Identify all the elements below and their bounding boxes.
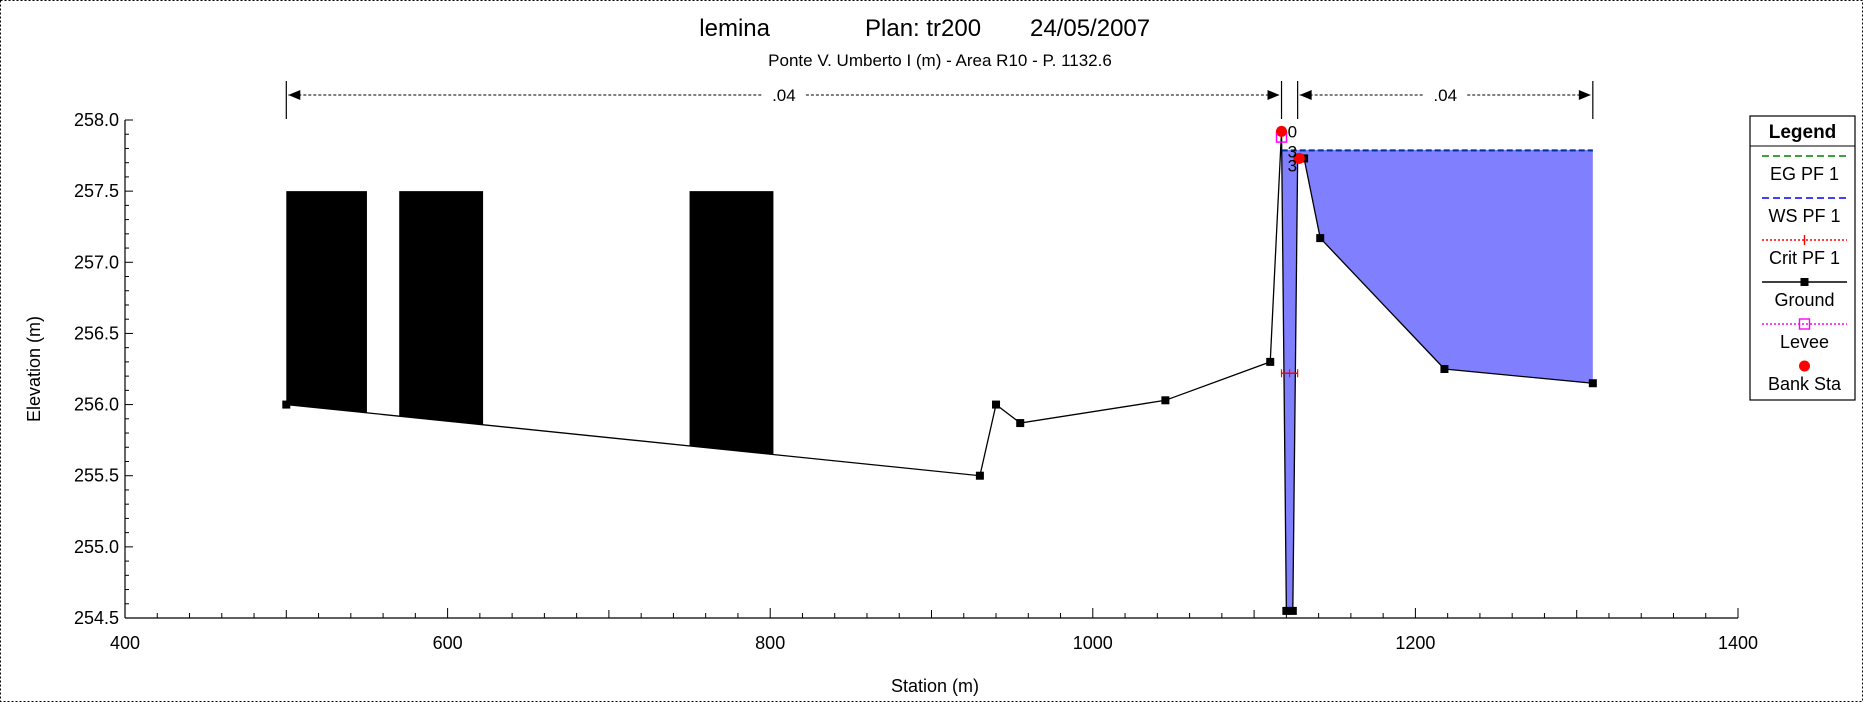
ground-point [282, 400, 291, 409]
water-fill-overbank [1297, 149, 1593, 384]
chart-title-name: lemina [699, 15, 770, 42]
legend-dot [1799, 360, 1810, 372]
n-arrow-left [288, 90, 301, 100]
n-value-label: .04 [1433, 86, 1457, 105]
legend-title: Legend [1769, 122, 1837, 143]
x-tick-label: 1000 [1073, 633, 1113, 653]
n-arrow-right [1267, 90, 1280, 100]
point-label: 3 [1288, 142, 1297, 161]
point-label: 0 [1288, 122, 1297, 141]
y-tick-label: 257.0 [74, 252, 119, 272]
legend-label-3: Crit PF 1 [1769, 248, 1840, 268]
chart-title-date: 24/05/2007 [1030, 15, 1150, 42]
legend-label-2: WS PF 1 [1768, 206, 1840, 226]
x-tick-label: 1400 [1718, 633, 1758, 653]
ground-point [1266, 357, 1275, 366]
ground-point [1316, 234, 1325, 243]
y-tick-label: 254.5 [74, 608, 119, 628]
x-axis-label: Station (m) [891, 676, 979, 696]
n-value-label: .04 [772, 86, 796, 105]
ground-point [1016, 419, 1025, 428]
chart-subtitle: Ponte V. Umberto I (m) - Area R10 - P. 1… [768, 51, 1112, 70]
point-label: 3 [1288, 157, 1297, 176]
n-arrow-right [1578, 90, 1591, 100]
ground-point [1161, 396, 1170, 405]
y-tick-label: 257.5 [74, 181, 119, 201]
bridge-block-2 [399, 191, 484, 425]
legend-open-square [1798, 318, 1811, 330]
bridge-block-3 [689, 191, 774, 455]
y-tick-label: 256.5 [74, 323, 119, 343]
x-tick-label: 1200 [1395, 633, 1435, 653]
ground-point [1440, 365, 1449, 373]
y-tick-label: 255.0 [74, 537, 119, 557]
y-axis-label: Elevation (m) [24, 316, 44, 422]
bank-station-marker [1276, 125, 1288, 137]
ground-point [1588, 379, 1597, 388]
x-tick-label: 600 [433, 633, 463, 653]
y-tick-label: 256.0 [74, 395, 119, 415]
ground-point [1282, 606, 1291, 615]
bank-station-marker [1293, 152, 1305, 164]
ground-line [286, 131, 1593, 612]
bridge-block-1 [286, 191, 367, 413]
legend-label-5: Levee [1780, 332, 1829, 352]
chart-title-plan: Plan: tr200 [865, 15, 981, 42]
legend-square [1800, 278, 1809, 286]
ground-point [975, 471, 984, 480]
legend-label-6: Bank Sta [1768, 374, 1842, 394]
ground-point [992, 400, 1001, 409]
ground-point [1288, 606, 1297, 615]
y-tick-label: 255.5 [74, 466, 119, 486]
x-tick-label: 800 [755, 633, 785, 653]
y-tick-label: 258.0 [74, 110, 119, 130]
x-tick-label: 400 [110, 633, 140, 653]
n-arrow-left [1299, 90, 1312, 100]
legend-label-4: Ground [1774, 290, 1834, 310]
legend-label-1: EG PF 1 [1770, 164, 1839, 184]
legend-box [1749, 115, 1856, 401]
